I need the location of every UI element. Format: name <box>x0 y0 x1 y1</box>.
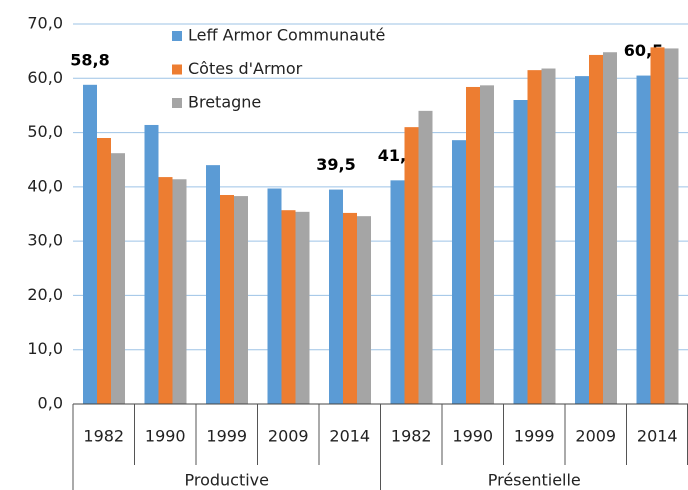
bar <box>589 54 603 404</box>
legend-label: Leff Armor Communauté <box>188 26 385 45</box>
x-tick-label: 1999 <box>206 427 247 446</box>
x-tick-label: 2014 <box>329 427 370 446</box>
bar <box>513 100 528 404</box>
y-tick-label: 20,0 <box>27 285 63 304</box>
legend-label: Bretagne <box>188 93 261 112</box>
x-tick-label: 1982 <box>391 427 432 446</box>
bar <box>329 189 343 404</box>
y-tick-label: 30,0 <box>27 231 63 250</box>
y-tick-label: 40,0 <box>27 176 63 195</box>
bar <box>418 110 433 404</box>
group-label: Productive <box>184 471 269 490</box>
bar <box>220 195 234 404</box>
bar <box>452 140 466 404</box>
bar <box>603 52 617 404</box>
x-tick-label: 1990 <box>452 427 493 446</box>
bar <box>234 196 248 404</box>
x-tick-label: 2009 <box>268 427 309 446</box>
legend-label: Côtes d'Armor <box>188 59 303 78</box>
bar <box>575 76 589 404</box>
bar <box>267 188 282 404</box>
bar <box>636 75 651 405</box>
legend-swatch <box>172 98 182 108</box>
bar <box>158 177 173 404</box>
bar <box>83 84 97 405</box>
bar <box>664 48 679 405</box>
bar <box>390 180 405 404</box>
x-tick-label: 1990 <box>145 427 186 446</box>
bar <box>206 165 220 404</box>
group-label: Présentielle <box>488 471 581 490</box>
bar <box>111 153 125 404</box>
x-tick-label: 2014 <box>637 427 678 446</box>
bar <box>172 179 187 404</box>
bar <box>295 211 310 404</box>
x-tick-label: 2009 <box>575 427 616 446</box>
legend-swatch <box>172 31 182 41</box>
bar <box>357 216 371 404</box>
y-tick-label: 50,0 <box>27 122 63 141</box>
bar <box>650 47 665 404</box>
y-tick-label: 10,0 <box>27 339 63 358</box>
x-tick-label: 1982 <box>83 427 124 446</box>
bar <box>144 124 159 404</box>
bar <box>281 210 296 404</box>
legend-swatch <box>172 64 182 75</box>
y-tick-label: 70,0 <box>27 14 63 33</box>
data-label: 58,8 <box>70 50 109 69</box>
data-label: 39,5 <box>316 155 355 174</box>
bar <box>97 138 111 404</box>
bar <box>527 70 542 405</box>
y-tick-label: 0,0 <box>38 394 63 413</box>
bar <box>404 127 419 405</box>
bar <box>466 86 480 404</box>
y-tick-label: 60,0 <box>27 68 63 87</box>
bar <box>541 68 556 404</box>
bar <box>343 212 357 404</box>
bar <box>480 85 494 404</box>
x-tick-label: 1999 <box>514 427 555 446</box>
